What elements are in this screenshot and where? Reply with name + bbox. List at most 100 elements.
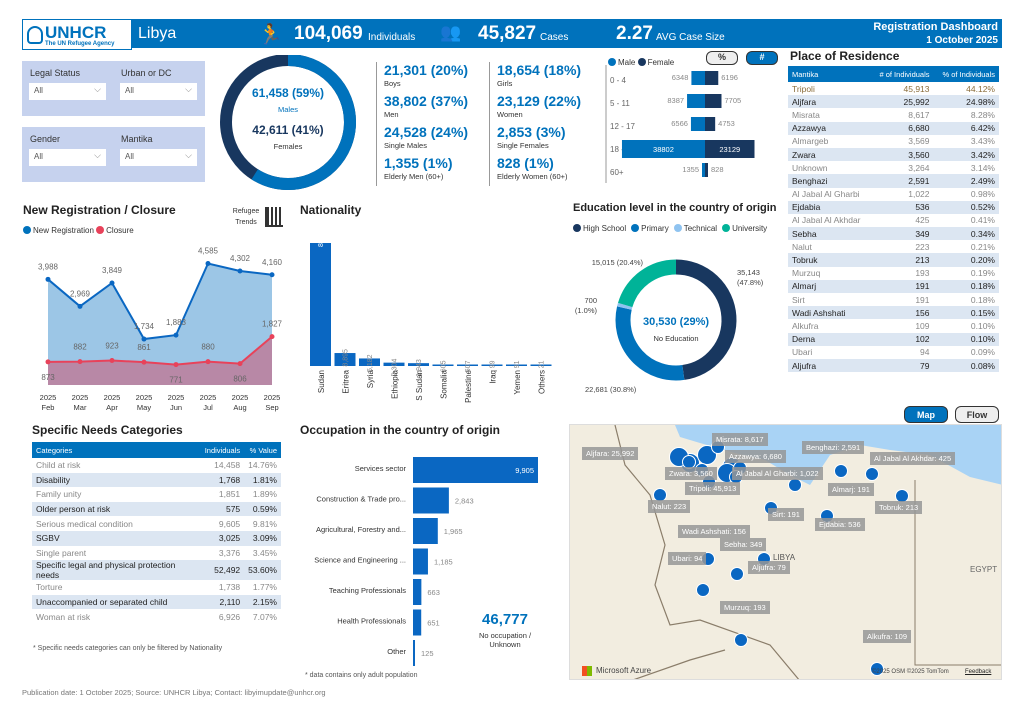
- flow-view-button[interactable]: Flow: [955, 406, 999, 423]
- microsoft-logo-icon: [582, 666, 592, 676]
- bar-others: [530, 364, 552, 366]
- donut-segment-primary: [615, 306, 685, 381]
- table-row[interactable]: Woman at risk 6,926 7.07%: [32, 609, 281, 624]
- no-occupation-value: 46,777: [482, 611, 528, 628]
- stat-label: Elderly Men (60+): [384, 172, 444, 181]
- column-header: % Value: [244, 442, 281, 458]
- table-row[interactable]: Azzawya 6,680 6.42%: [788, 121, 999, 135]
- cell-label: Tripoli: [792, 83, 815, 94]
- table-row[interactable]: Torture 1,738 1.77%: [32, 580, 281, 595]
- table-row[interactable]: Older person at risk 575 0.59%: [32, 501, 281, 517]
- table-row[interactable]: Aljufra 79 0.08%: [788, 358, 999, 373]
- closure-label: 806: [233, 375, 247, 384]
- table-row[interactable]: Almargeb 3,569 3.43%: [788, 135, 999, 148]
- table-row[interactable]: Sirt 191 0.18%: [788, 293, 999, 306]
- cell-value: 52,492: [200, 560, 245, 581]
- location-marker[interactable]: [696, 583, 710, 597]
- registration-label: 4,160: [262, 258, 283, 267]
- bar-chart-icon[interactable]: [265, 207, 283, 227]
- closure-line: [47, 335, 273, 366]
- table-row[interactable]: Unaccompanied or separated child 2,110 2.1…: [32, 594, 281, 610]
- mantika-dropdown[interactable]: All ⌵: [120, 149, 197, 166]
- table-row[interactable]: Specific legal and physical protection n…: [32, 560, 281, 581]
- stat-label: Girls: [497, 79, 513, 88]
- table-row[interactable]: Tobruk 213 0.20%: [788, 253, 999, 267]
- table-row[interactable]: Derna 102 0.10%: [788, 332, 999, 346]
- chevron-down-icon: ⌵: [94, 84, 101, 94]
- legal-status-dropdown[interactable]: All ⌵: [29, 83, 106, 100]
- column-header: Categories: [32, 442, 201, 458]
- table-row[interactable]: Misrata 8,617 8.28%: [788, 108, 999, 121]
- table-row[interactable]: Al Jabal Al Gharbi 1,022 0.98%: [788, 188, 999, 201]
- category-label: Health Professionals: [337, 617, 406, 626]
- cell-label: Child at risk: [36, 460, 81, 471]
- closure-label: 873: [41, 373, 55, 382]
- table-row[interactable]: Serious medical condition 9,605 9.81%: [32, 516, 281, 531]
- gender-dropdown[interactable]: All ⌵: [29, 149, 106, 166]
- cell-value: 25,992: [870, 95, 934, 109]
- cell-value: 0.52%: [933, 200, 999, 214]
- table-row[interactable]: Nalut 223 0.21%: [788, 240, 999, 253]
- location-marker[interactable]: [730, 567, 744, 581]
- table-row[interactable]: Ubari 94 0.09%: [788, 346, 999, 359]
- bar-female: [705, 94, 722, 108]
- no-education-label: No Education: [653, 334, 699, 343]
- bar-value: 5,182: [367, 354, 374, 372]
- table-row[interactable]: Wadi Ashshati 156 0.15%: [788, 306, 999, 320]
- table-row[interactable]: Disability 1,768 1.81%: [32, 472, 281, 488]
- location-marker[interactable]: [834, 464, 848, 478]
- map-view-button[interactable]: Map: [904, 406, 948, 423]
- cell-value: 223: [915, 241, 930, 252]
- stat-single-males: 24,528 (24%) Single Males: [384, 124, 468, 150]
- x-tick-year: 2025: [232, 393, 249, 402]
- table-row[interactable]: Zwara 3,560 3.42%: [788, 147, 999, 162]
- unhcr-logo: UNHCR The UN Refugee Agency: [22, 19, 132, 50]
- table-row[interactable]: Unknown 3,264 3.14%: [788, 161, 999, 174]
- stat-value: 18,654 (18%): [497, 62, 582, 78]
- location-marker[interactable]: [865, 467, 879, 481]
- cell-label: Azzawya: [788, 121, 871, 135]
- table-row[interactable]: Benghazi 2,591 2.49%: [788, 174, 999, 188]
- table-row[interactable]: Aljfara 25,992 24.98%: [788, 95, 999, 109]
- cell-value: 3.14%: [970, 162, 995, 173]
- bar-value: 605: [441, 360, 448, 372]
- header-bar: UNHCR The UN Refugee Agency Libya 🏃 104,0…: [22, 19, 1002, 50]
- table-row[interactable]: SGBV 3,025 3.09%: [32, 530, 281, 546]
- location-marker[interactable]: [870, 662, 884, 676]
- map-label: Zwara: 3,560: [665, 467, 717, 480]
- closure-label: 771: [169, 376, 183, 385]
- location-marker[interactable]: [734, 633, 748, 647]
- cell-value: 156: [870, 306, 934, 320]
- table-row[interactable]: Murzuq 193 0.19%: [788, 267, 999, 280]
- value-male: 6566: [671, 119, 688, 128]
- segment-label: 700: [584, 296, 597, 305]
- border-line: [633, 649, 726, 679]
- table-row[interactable]: Single parent 3,376 3.45%: [32, 546, 281, 561]
- toggle-number-button[interactable]: #: [746, 51, 778, 65]
- legend-dot: [573, 224, 581, 232]
- chevron-down-icon: ⌵: [185, 150, 192, 160]
- table-row[interactable]: Alkufra 109 0.10%: [788, 319, 999, 332]
- table-row[interactable]: Sebha 349 0.34%: [788, 227, 999, 241]
- cell-label: Al Jabal Al Akhdar: [792, 215, 861, 226]
- toggle-percent-button[interactable]: %: [706, 51, 738, 65]
- table-row[interactable]: Al Jabal Al Akhdar 425 0.41%: [788, 214, 999, 227]
- stat-label: Single Females: [497, 141, 549, 150]
- refugee-trends-link[interactable]: Refugee Trends: [232, 208, 260, 226]
- table-row[interactable]: Ejdabia 536 0.52%: [788, 200, 999, 214]
- map-label: Azzawya: 6,680: [725, 450, 786, 463]
- location-marker[interactable]: [788, 478, 802, 492]
- bar-male: [702, 163, 705, 177]
- unhcr-emblem-icon: [27, 26, 43, 44]
- urban-dc-dropdown[interactable]: All ⌵: [120, 83, 197, 100]
- table-row[interactable]: Tripoli 45,913 44.12%: [788, 82, 999, 95]
- table-row[interactable]: Almarj 191 0.18%: [788, 279, 999, 293]
- bar-value: 99: [490, 360, 497, 368]
- legend-label: Primary: [641, 224, 669, 233]
- table-row[interactable]: Child at risk 14,458 14.76%: [32, 458, 281, 473]
- table-row[interactable]: Family unity 1,851 1.89%: [32, 487, 281, 502]
- closure-point: [109, 358, 115, 364]
- residence-map[interactable]: Misrata: 8,617 Aljfara: 25,992 Azzawya: 6,…: [569, 424, 1002, 680]
- azure-attribution: Microsoft Azure: [596, 666, 652, 675]
- map-feedback-link[interactable]: Feedback: [965, 669, 992, 675]
